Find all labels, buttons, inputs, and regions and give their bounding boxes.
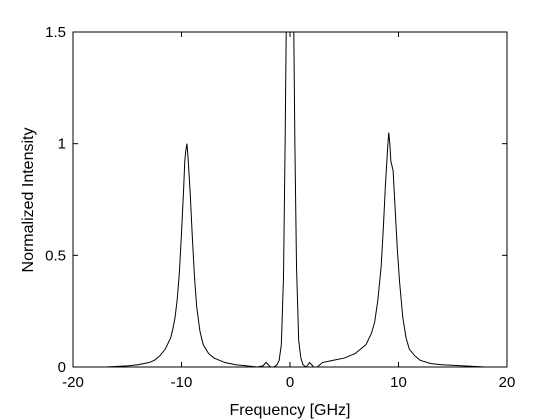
x-axis: -20 -10 0 10 20: [62, 32, 515, 391]
y-tick-label: 1.5: [45, 24, 66, 41]
x-tick-label: -10: [171, 374, 193, 391]
y-tick-label: 1: [58, 136, 66, 153]
x-tick-label: 0: [286, 374, 294, 391]
x-tick-label: -20: [62, 374, 84, 391]
plot-area: [72, 31, 508, 368]
y-axis-label: Normalized Intensity: [20, 128, 37, 273]
y-axis: 0 0.5 1 1.5: [45, 24, 507, 376]
y-tick-label: 0.5: [45, 247, 66, 264]
spectrum-line: [78, 31, 502, 368]
x-axis-label: Frequency [GHz]: [230, 402, 351, 419]
x-tick-label: 10: [390, 374, 407, 391]
x-tick-label: 20: [499, 374, 516, 391]
y-tick-label: 0: [58, 359, 66, 376]
